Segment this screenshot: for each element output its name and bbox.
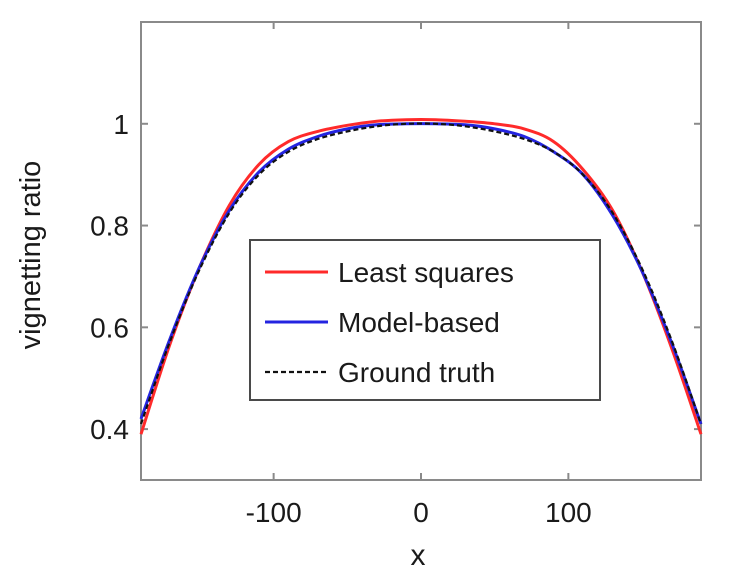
y-tick-label: 0.8	[90, 211, 129, 242]
series-line-3	[139, 122, 703, 425]
y-axis-label: vignetting ratio	[15, 161, 47, 350]
x-tick-label: -100	[246, 497, 302, 528]
y-tick-label: 1	[113, 109, 129, 140]
x-tick-label: 100	[545, 497, 592, 528]
series-line-1	[139, 118, 703, 435]
y-tick-label: 0.4	[90, 414, 129, 445]
x-axis-label: x	[411, 539, 426, 572]
legend-label-3: Ground truth	[338, 357, 495, 388]
legend-box	[249, 239, 601, 401]
legend-label-2: Model-based	[338, 307, 500, 338]
x-tick-label: 0	[413, 497, 429, 528]
legend-label-1: Least squares	[338, 257, 514, 288]
y-tick-label: 0.6	[90, 312, 129, 343]
